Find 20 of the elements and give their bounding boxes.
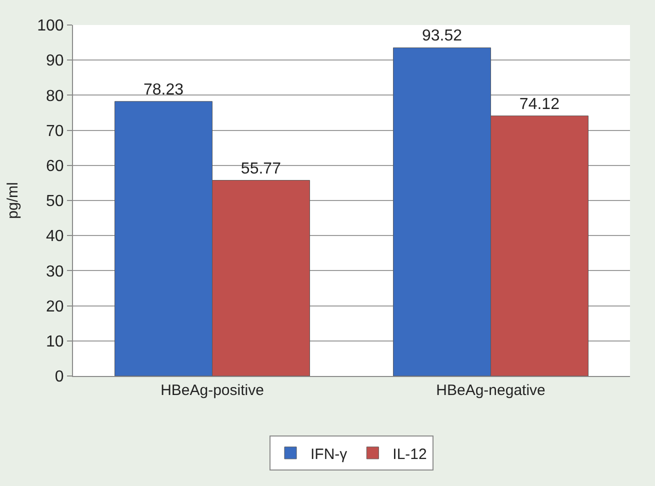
y-tick-label: 30 [46,263,64,280]
y-tick-label: 80 [46,88,64,105]
y-tick-label: 70 [46,122,64,140]
y-tick-label: 0 [54,368,64,386]
y-tick-label: 60 [46,158,64,175]
data-label: 55.77 [240,160,282,178]
data-label: 74.12 [519,96,560,113]
data-label: 93.52 [422,28,462,45]
y-axis-title: pg/ml [4,182,22,219]
y-tick-label: 40 [46,228,64,246]
x-tick-label: HBeAg-negative [436,382,546,399]
y-tick-label: 100 [37,18,64,35]
data-label: 78.23 [143,81,184,98]
y-tick-label: 20 [46,298,64,316]
y-tick-label: 50 [46,193,64,210]
legend-label: IL-12 [392,446,427,463]
y-tick-label: 10 [46,334,64,350]
x-tick-label: HBeAg-positive [160,382,264,399]
y-tick-label: 90 [46,52,64,70]
legend-label: IFN-γ [310,446,348,463]
